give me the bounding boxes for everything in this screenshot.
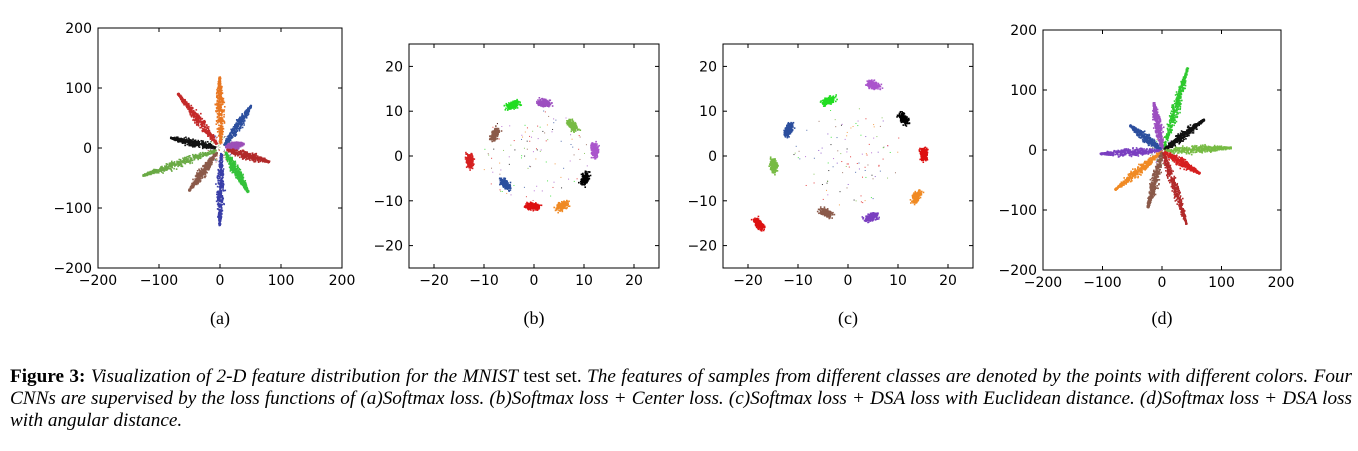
scatter-background-points bbox=[793, 108, 900, 206]
y-tick-label: −100 bbox=[999, 203, 1037, 219]
series-5-points bbox=[464, 151, 476, 171]
y-tick-label: 0 bbox=[394, 149, 403, 165]
series-1-points bbox=[214, 76, 226, 145]
figure-caption: Figure 3: Visualization of 2-D feature d… bbox=[10, 366, 1352, 432]
y-tick-label: 100 bbox=[1010, 83, 1037, 99]
series-2-points bbox=[1152, 102, 1165, 150]
x-tick-label: 0 bbox=[1158, 275, 1167, 291]
y-tick-label: −100 bbox=[54, 201, 92, 217]
x-tick-label: 10 bbox=[889, 273, 907, 289]
series-3-points bbox=[488, 125, 503, 143]
panel-d: −200 −100 0 100 200 200 100 0 −100 −200 (d) bbox=[999, 23, 1295, 329]
caption-text-part2: test set. bbox=[517, 366, 582, 387]
panel-label: (a) bbox=[210, 308, 230, 329]
x-tick-label: 0 bbox=[216, 273, 225, 289]
panel-label: (b) bbox=[524, 308, 545, 329]
x-tick-label: 100 bbox=[1208, 275, 1235, 291]
series-7-points bbox=[498, 177, 512, 192]
series-3-points bbox=[1129, 124, 1162, 151]
y-tick-label: 0 bbox=[708, 149, 717, 165]
x-tick-label: −100 bbox=[1083, 275, 1121, 291]
series-6-points bbox=[590, 140, 600, 160]
x-tick-label: −10 bbox=[469, 273, 499, 289]
series-5-points bbox=[918, 146, 929, 164]
x-tick-label: 200 bbox=[1268, 275, 1295, 291]
series-3-points bbox=[224, 141, 245, 151]
series-10-points bbox=[176, 92, 219, 146]
caption-label: Figure 3: bbox=[10, 366, 86, 387]
panel-label: (c) bbox=[838, 308, 858, 329]
y-tick-label: 20 bbox=[699, 59, 717, 75]
panel-c: −20 −10 0 10 20 20 10 0 −10 −20 (c) bbox=[687, 43, 974, 329]
x-tick-label: 0 bbox=[530, 273, 539, 289]
plot-frame bbox=[97, 27, 343, 269]
series-10-points bbox=[750, 215, 766, 232]
series-1-points bbox=[1162, 67, 1190, 150]
y-tick-label: 200 bbox=[1010, 23, 1037, 39]
series-4-points bbox=[226, 148, 271, 164]
series-4-points bbox=[1163, 118, 1206, 151]
y-tick-label: −10 bbox=[373, 194, 403, 210]
x-tick-label: 100 bbox=[268, 273, 295, 289]
series-8-points bbox=[1146, 151, 1165, 209]
x-tick-label: −100 bbox=[140, 273, 178, 289]
x-tick-label: 200 bbox=[329, 273, 356, 289]
y-tick-label: 0 bbox=[1028, 143, 1037, 159]
series-2-points bbox=[223, 104, 253, 147]
x-tick-label: 0 bbox=[844, 273, 853, 289]
y-tick-label: −200 bbox=[54, 261, 92, 277]
y-tick-label: 10 bbox=[699, 104, 717, 120]
y-tick-label: −10 bbox=[687, 194, 717, 210]
series-9-points bbox=[169, 136, 217, 150]
series-7-points bbox=[909, 189, 925, 206]
series-2-points bbox=[865, 79, 884, 91]
y-tick-label: −20 bbox=[373, 239, 403, 255]
y-tick-label: 10 bbox=[385, 104, 403, 120]
y-tick-label: 0 bbox=[83, 141, 92, 157]
series-8-points bbox=[578, 170, 592, 188]
caption-text-part1: Visualization of 2-D feature distributio… bbox=[85, 366, 518, 387]
series-6-points bbox=[1099, 147, 1162, 158]
series-6-points bbox=[215, 152, 227, 227]
series-1-points bbox=[819, 94, 838, 107]
series-6-points bbox=[768, 156, 779, 176]
series-2-points bbox=[536, 97, 554, 108]
series-10-points bbox=[1163, 150, 1201, 175]
caption-text-part3: The features of samples from different c… bbox=[10, 366, 1352, 431]
series-3-points bbox=[896, 110, 911, 127]
x-tick-label: 20 bbox=[939, 273, 957, 289]
x-tick-label: −20 bbox=[733, 273, 763, 289]
series-8-points bbox=[816, 206, 836, 220]
y-tick-label: −20 bbox=[687, 239, 717, 255]
series-9-points bbox=[523, 201, 543, 212]
panel-b: −20 −10 0 10 20 20 10 0 −10 −20 (b) bbox=[373, 43, 660, 329]
y-tick-label: −200 bbox=[999, 263, 1037, 279]
y-tick-label: 200 bbox=[65, 21, 92, 37]
series-5-points bbox=[224, 151, 250, 194]
series-4-points bbox=[783, 121, 796, 139]
series-4-points bbox=[565, 118, 582, 133]
x-tick-label: −200 bbox=[1024, 275, 1062, 291]
series-9-points bbox=[861, 212, 880, 224]
series-1-points bbox=[503, 98, 523, 111]
plot-frame bbox=[722, 43, 974, 269]
y-tick-label: 100 bbox=[65, 81, 92, 97]
series-8-points bbox=[142, 149, 217, 177]
x-tick-label: 10 bbox=[575, 273, 593, 289]
series-5-points bbox=[1164, 143, 1232, 156]
y-tick-label: 20 bbox=[385, 59, 403, 75]
panel-a: −200 −100 0 100 200 200 100 0 −100 −200 (a) bbox=[54, 21, 356, 329]
x-tick-label: −20 bbox=[419, 273, 449, 289]
x-tick-label: −10 bbox=[783, 273, 813, 289]
x-tick-label: 20 bbox=[625, 273, 643, 289]
x-tick-label: −200 bbox=[79, 273, 117, 289]
plot-frame bbox=[408, 43, 660, 269]
series-10-points bbox=[553, 199, 571, 214]
series-9-points bbox=[1162, 152, 1188, 225]
panel-label: (d) bbox=[1152, 308, 1173, 329]
series-7-points bbox=[187, 151, 218, 192]
